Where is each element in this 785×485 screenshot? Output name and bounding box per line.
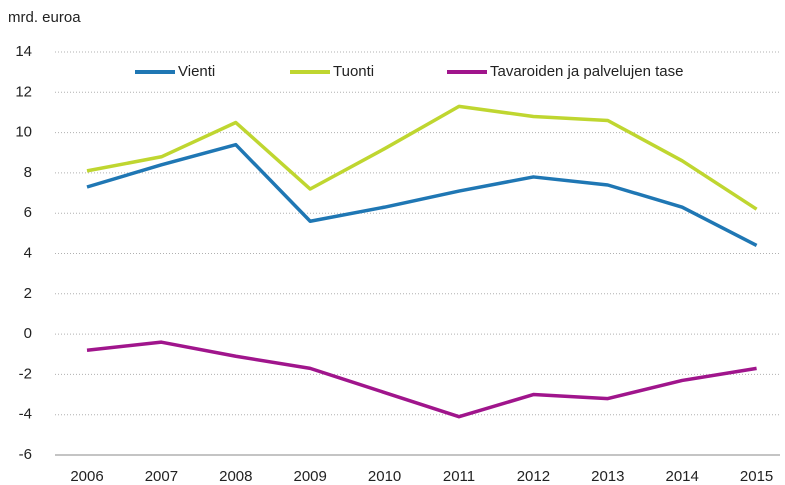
x-tick-label: 2007 — [145, 468, 178, 485]
y-tick-label: -2 — [19, 365, 32, 382]
x-tick-label: 2011 — [443, 468, 475, 485]
y-tick-label: 8 — [24, 164, 32, 181]
series-line — [86, 142, 758, 247]
legend-label: Tuonti — [333, 63, 374, 80]
y-tick-label: -6 — [19, 446, 32, 463]
y-tick-label: 12 — [15, 83, 32, 100]
legend-label: Tavaroiden ja palvelujen tase — [490, 63, 683, 80]
x-tick-label: 2015 — [740, 468, 773, 485]
x-tick-label: 2009 — [294, 468, 327, 485]
y-tick-label: -4 — [19, 406, 32, 423]
x-tick-label: 2013 — [591, 468, 624, 485]
y-tick-label: 2 — [24, 285, 32, 302]
series-line — [86, 104, 758, 211]
y-tick-label: 6 — [24, 204, 32, 221]
series-line — [86, 340, 757, 419]
x-tick-label: 2006 — [70, 468, 103, 485]
x-tick-label: 2012 — [517, 468, 550, 485]
y-tick-label: 4 — [24, 244, 32, 261]
x-tick-label: 2014 — [666, 468, 699, 485]
y-tick-label: 0 — [24, 325, 32, 342]
y-tick-label: 14 — [15, 43, 32, 60]
x-tick-label: 2008 — [219, 468, 252, 485]
legend-label: Vienti — [178, 63, 215, 80]
y-tick-label: 10 — [15, 124, 32, 141]
x-tick-label: 2010 — [368, 468, 401, 485]
y-axis-label: mrd. euroa — [8, 9, 81, 26]
